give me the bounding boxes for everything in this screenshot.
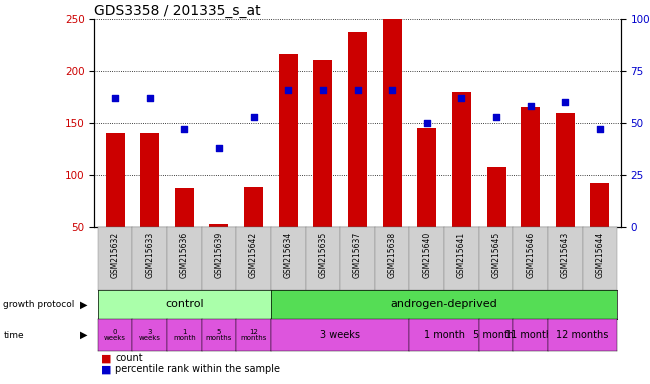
Text: ■: ■ <box>101 364 111 374</box>
Text: GSM215636: GSM215636 <box>180 232 188 278</box>
Text: 1 month: 1 month <box>424 330 465 340</box>
Text: ▶: ▶ <box>80 330 88 340</box>
Text: androgen-deprived: androgen-deprived <box>391 299 497 310</box>
Bar <box>313 60 332 227</box>
Bar <box>244 187 263 227</box>
Text: GSM215633: GSM215633 <box>145 232 154 278</box>
Bar <box>452 92 471 227</box>
Text: 3
weeks: 3 weeks <box>138 329 161 341</box>
Bar <box>209 225 228 227</box>
Text: GSM215643: GSM215643 <box>561 232 570 278</box>
Point <box>456 95 467 101</box>
Bar <box>590 183 610 227</box>
Text: GSM215635: GSM215635 <box>318 232 328 278</box>
Text: GSM215640: GSM215640 <box>422 232 432 278</box>
Point <box>491 114 501 120</box>
Bar <box>105 133 125 227</box>
Text: 11 months: 11 months <box>504 330 557 340</box>
Point <box>110 95 120 101</box>
Bar <box>383 19 402 227</box>
Text: GSM215632: GSM215632 <box>111 232 120 278</box>
Bar <box>140 133 159 227</box>
Bar <box>348 31 367 227</box>
Text: GSM215642: GSM215642 <box>249 232 258 278</box>
Point <box>214 145 224 151</box>
Point <box>595 126 605 132</box>
Point <box>283 87 293 93</box>
Text: percentile rank within the sample: percentile rank within the sample <box>115 364 280 374</box>
Text: GSM215638: GSM215638 <box>387 232 396 278</box>
Text: 1
month: 1 month <box>173 329 196 341</box>
Bar <box>417 128 436 227</box>
Text: 3 weeks: 3 weeks <box>320 330 360 340</box>
Point <box>352 87 363 93</box>
Text: count: count <box>115 353 143 363</box>
Point <box>560 99 571 105</box>
Text: 5
months: 5 months <box>206 329 232 341</box>
Point <box>525 103 536 109</box>
Text: ▶: ▶ <box>80 299 88 310</box>
Text: 12
months: 12 months <box>240 329 266 341</box>
Point <box>387 87 397 93</box>
Point <box>318 87 328 93</box>
Bar <box>556 113 575 227</box>
Text: 12 months: 12 months <box>556 330 609 340</box>
Text: GSM215639: GSM215639 <box>214 232 224 278</box>
Text: growth protocol: growth protocol <box>3 300 75 309</box>
Text: GSM215646: GSM215646 <box>526 232 535 278</box>
Bar <box>279 55 298 227</box>
Text: GDS3358 / 201335_s_at: GDS3358 / 201335_s_at <box>94 4 261 18</box>
Text: GSM215634: GSM215634 <box>283 232 292 278</box>
Text: time: time <box>3 331 24 339</box>
Text: GSM215644: GSM215644 <box>595 232 604 278</box>
Text: GSM215637: GSM215637 <box>353 232 362 278</box>
Text: ■: ■ <box>101 353 111 363</box>
Text: 5 months: 5 months <box>473 330 519 340</box>
Point <box>179 126 190 132</box>
Text: control: control <box>165 299 203 310</box>
Text: GSM215641: GSM215641 <box>457 232 466 278</box>
Bar <box>521 108 540 227</box>
Point <box>422 120 432 126</box>
Bar <box>175 188 194 227</box>
Bar <box>487 167 506 227</box>
Point <box>144 95 155 101</box>
Point <box>248 114 259 120</box>
Text: 0
weeks: 0 weeks <box>104 329 126 341</box>
Text: GSM215645: GSM215645 <box>491 232 500 278</box>
